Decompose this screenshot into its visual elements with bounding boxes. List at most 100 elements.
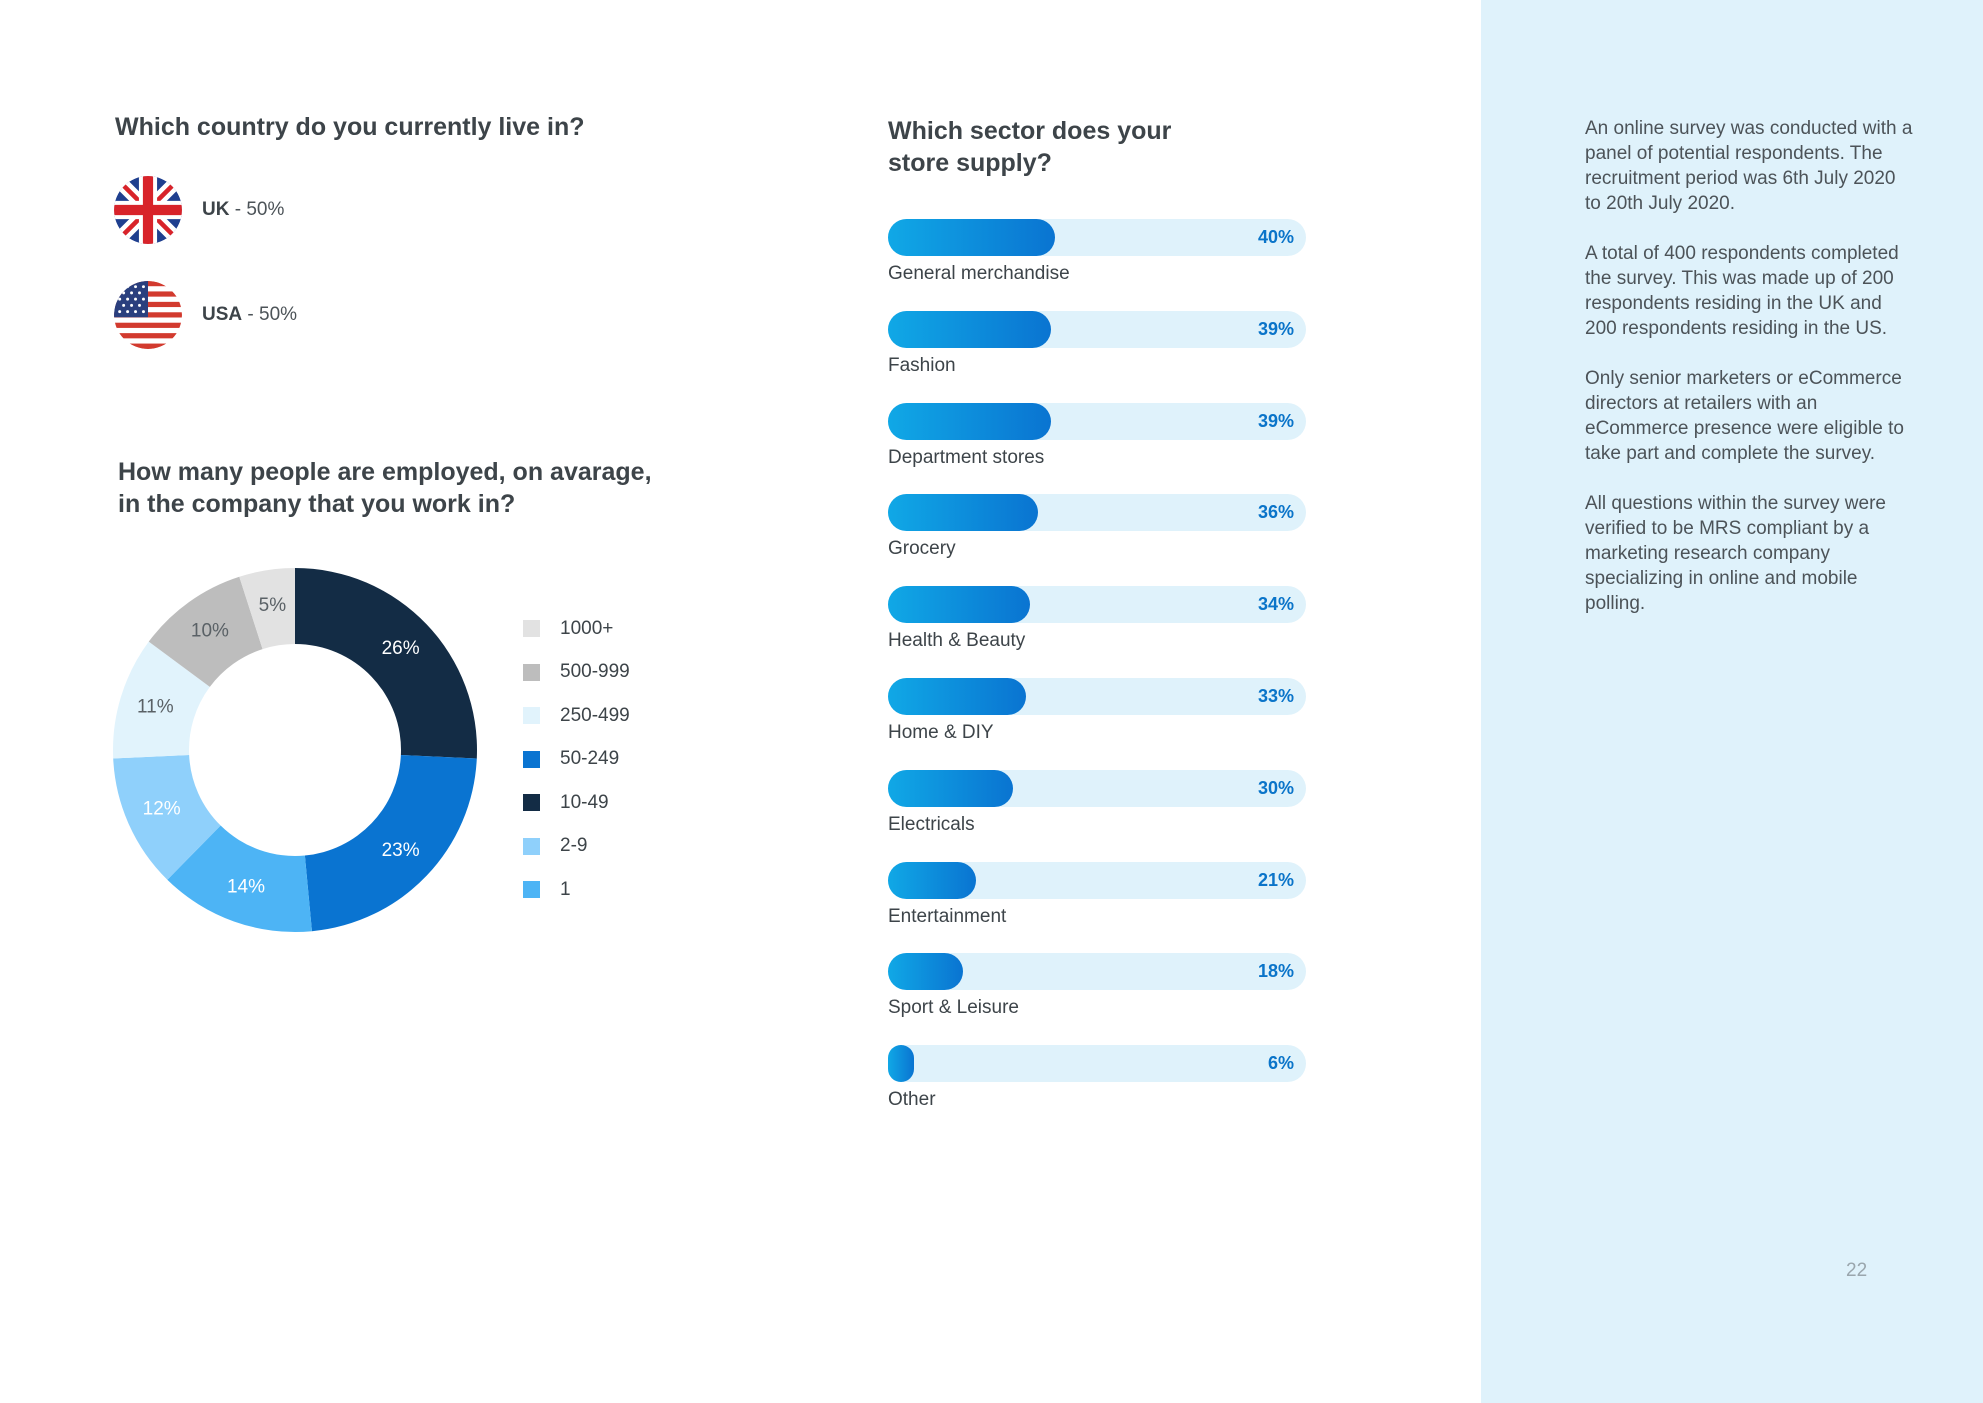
legend-swatch [523,663,540,681]
bar-item: 40% General merchandise [888,219,1306,311]
bar-item: 39% Fashion [888,310,1306,403]
bar-fill [888,494,1039,532]
uk-flag-icon [114,176,182,244]
legend-item: 1 [523,868,630,912]
donut-slice-label: 11% [137,696,174,717]
bar-category-label: Sport & Leisure [888,997,1019,1019]
legend-item: 10-49 [523,781,630,825]
legend-label: 2-9 [560,835,588,857]
legend-label: 50-249 [560,748,620,770]
sector-bar-chart: 40% General merchandise 39% Fashion 39% Depar… [888,219,1306,1137]
bar-category-label: Other [888,1089,936,1111]
donut-slice-50-249 [304,754,477,932]
donut-legend: 1000+ 500-999 250-499 50-249 10-49 2-9 1 [523,607,630,912]
bar-track: 6% [888,1045,1306,1083]
country-row-uk: UK - 50% [114,176,284,244]
bar-fill [888,769,1014,807]
bar-value-label: 6% [1267,1053,1294,1074]
legend-swatch [523,620,540,638]
country-value: - 50% [229,199,285,220]
donut-slice-label: 10% [191,620,229,641]
bar-track: 39% [888,310,1306,348]
donut-slice-label: 26% [382,638,420,659]
bar-value-label: 40% [1257,227,1294,247]
donut-slice-2-9 [113,754,221,880]
donut-slice-250-499 [113,641,210,759]
bar-category-label: General merchandise [888,263,1070,284]
usa-flag-icon [114,281,182,349]
bar-category-label: Home & DIY [888,721,994,743]
bar-fill [888,861,976,899]
bar-track: 36% [888,494,1306,532]
bar-track: 34% [888,586,1306,624]
bar-category-label: Electricals [888,813,975,835]
bar-track: 39% [888,402,1306,440]
bar-category-label: Grocery [888,538,956,560]
bar-value-label: 18% [1257,961,1294,982]
bar-value-label: 34% [1257,594,1294,615]
bar-track: 18% [888,953,1306,991]
legend-swatch [523,794,540,812]
sector-question-heading: Which sector does your store supply? [888,117,1172,177]
bar-fill [888,1045,914,1083]
bar-fill [888,677,1026,715]
bar-track: 40% [888,219,1306,256]
bar-value-label: 39% [1257,410,1294,431]
bar-category-label: Fashion [888,354,956,376]
donut-slice-label: 12% [143,799,181,820]
country-question-heading: Which country do you currently live in? [115,113,585,141]
methodology-paragraph: A total of 400 respondents completed the… [1585,243,1899,339]
methodology-paragraph: Only senior marketers or eCommerce direc… [1585,368,1904,464]
methodology-paragraph: All questions within the survey were ver… [1585,493,1886,614]
bar-fill [888,953,964,991]
bar-category-label: Department stores [888,446,1045,468]
bar-category-label: Health & Beauty [888,630,1026,652]
bar-item: 6% Other [888,1045,1306,1137]
country-label-usa: USA - 50% [202,304,297,326]
bar-value-label: 21% [1257,869,1294,890]
country-label-uk: UK - 50% [202,199,284,221]
country-row-usa: USA - 50% [114,281,297,349]
bar-item: 21% Entertainment [888,861,1306,954]
legend-label: 250-499 [560,704,630,726]
bar-fill [888,310,1052,348]
bar-fill [888,402,1052,440]
bar-item: 34% Health & Beauty [888,586,1306,678]
donut-slice-label: 23% [382,840,420,861]
legend-item: 500-999 [523,651,630,695]
employees-donut-chart: 26% 23% 14% 12% 11% 10% 5% [113,568,477,932]
bar-track: 33% [888,677,1306,715]
methodology-paragraph: An online survey was conducted with a pa… [1585,118,1913,214]
legend-item: 1000+ [523,607,630,651]
legend-swatch [523,881,540,899]
country-name: UK [202,199,230,220]
bar-category-label: Entertainment [888,905,1007,927]
legend-label: 1000+ [560,617,614,639]
legend-swatch [523,837,540,855]
side-panel [1481,0,1983,1403]
bar-value-label: 30% [1257,777,1294,798]
legend-label: 10-49 [560,791,609,813]
donut-slice-label: 14% [227,877,265,898]
bar-track: 21% [888,861,1306,899]
donut-slice-1000+ [239,568,295,650]
bar-value-label: 39% [1257,318,1294,339]
page-number: 22 [1846,1260,1868,1281]
donut-slice-500-999 [148,576,263,687]
legend-label: 1 [560,878,571,900]
donut-slice-1 [167,825,312,932]
bar-item: 18% Sport & Leisure [888,953,1306,1045]
bar-item: 33% Home & DIY [888,677,1306,770]
legend-item: 50-249 [523,738,630,782]
legend-item: 2-9 [523,825,630,869]
donut-slice-label: 5% [259,595,287,616]
methodology-text: An online survey was conducted with a pa… [1585,116,1915,641]
legend-swatch [523,750,540,768]
bar-item: 36% Grocery [888,494,1306,586]
legend-swatch [523,707,540,725]
employees-question-heading: How many people are employed, on avarage… [118,458,652,518]
bar-fill [888,586,1031,624]
bar-track: 30% [888,769,1306,807]
bar-item: 30% Electricals [888,769,1306,862]
legend-label: 500-999 [560,661,630,683]
